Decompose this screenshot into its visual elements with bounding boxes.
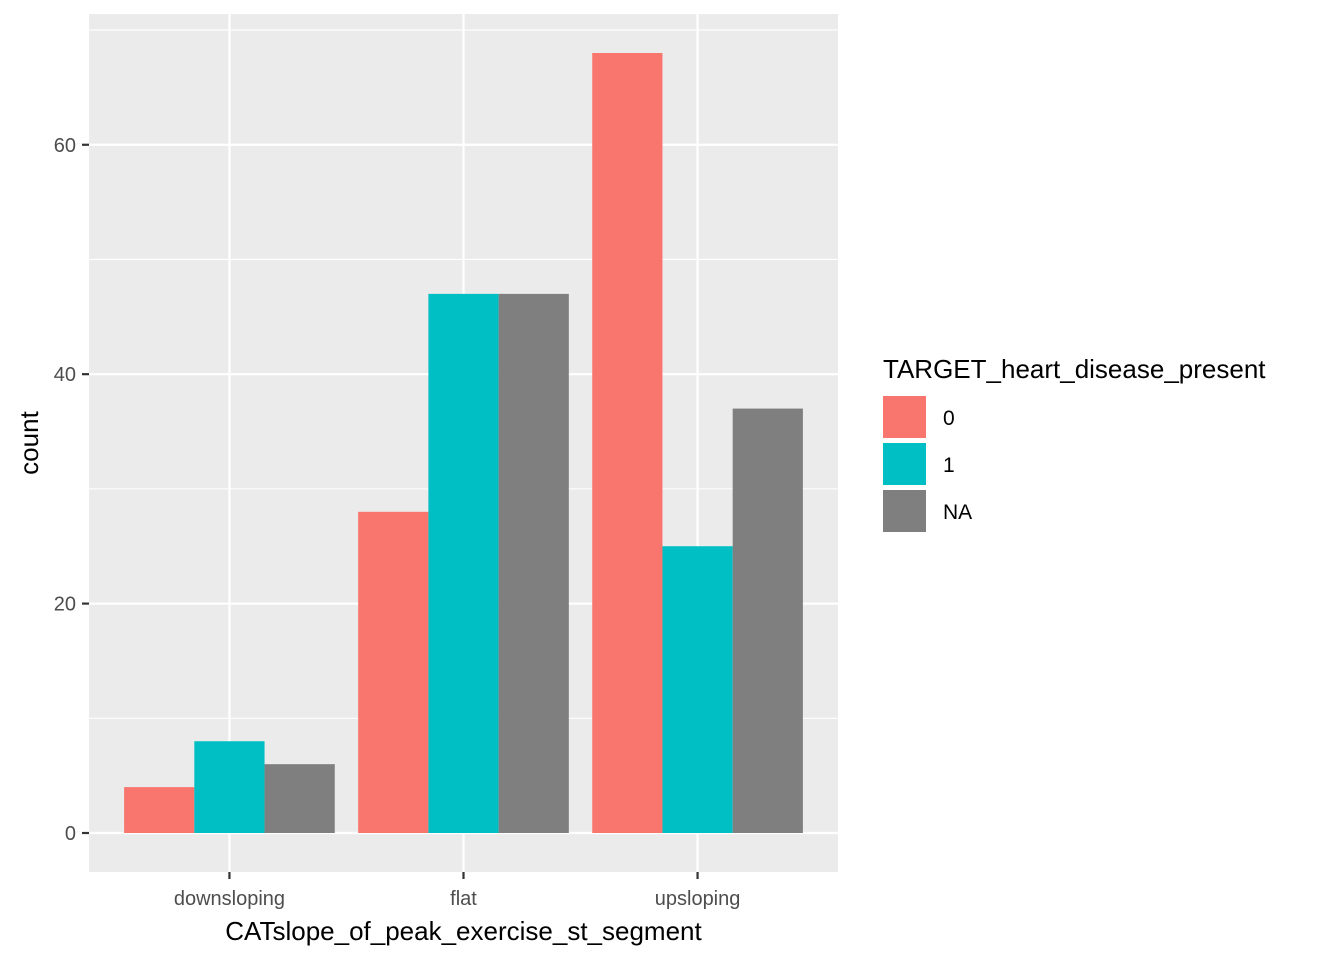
y-tick-label: 60 [54, 135, 76, 157]
bar-1-flat [428, 293, 499, 834]
bar-0-downsloping [124, 787, 195, 833]
legend-key-1 [883, 443, 926, 485]
bars [124, 53, 803, 834]
x-tick-label: flat [450, 888, 477, 910]
legend-key-0 [883, 396, 926, 438]
legend-label-0: 0 [943, 407, 955, 430]
y-tick-label: 40 [54, 364, 76, 386]
x-tick-label: upsloping [655, 888, 741, 910]
y-axis: 0 20 40 60 [54, 135, 89, 845]
x-axis-title: CATslope_of_peak_exercise_st_segment [225, 916, 702, 946]
legend-key-NA [883, 490, 926, 532]
legend-label-1: 1 [943, 454, 955, 477]
bar-NA-downsloping [264, 764, 335, 833]
bar-1-downsloping [194, 741, 265, 833]
legend-title: TARGET_heart_disease_present [883, 354, 1266, 384]
bar-1-upsloping [662, 546, 733, 833]
legend: TARGET_heart_disease_present 0 1 NA [883, 354, 1266, 532]
bar-0-upsloping [592, 53, 663, 833]
y-tick-label: 20 [54, 594, 76, 616]
bar-NA-upsloping [732, 408, 803, 833]
bar-NA-flat [498, 293, 569, 834]
y-tick-label: 0 [65, 823, 76, 845]
x-axis: downsloping flat upsloping [174, 872, 741, 910]
y-axis-title: count [14, 410, 44, 474]
x-tick-label: downsloping [174, 888, 285, 910]
bar-0-flat [358, 511, 429, 833]
legend-label-NA: NA [943, 501, 972, 524]
